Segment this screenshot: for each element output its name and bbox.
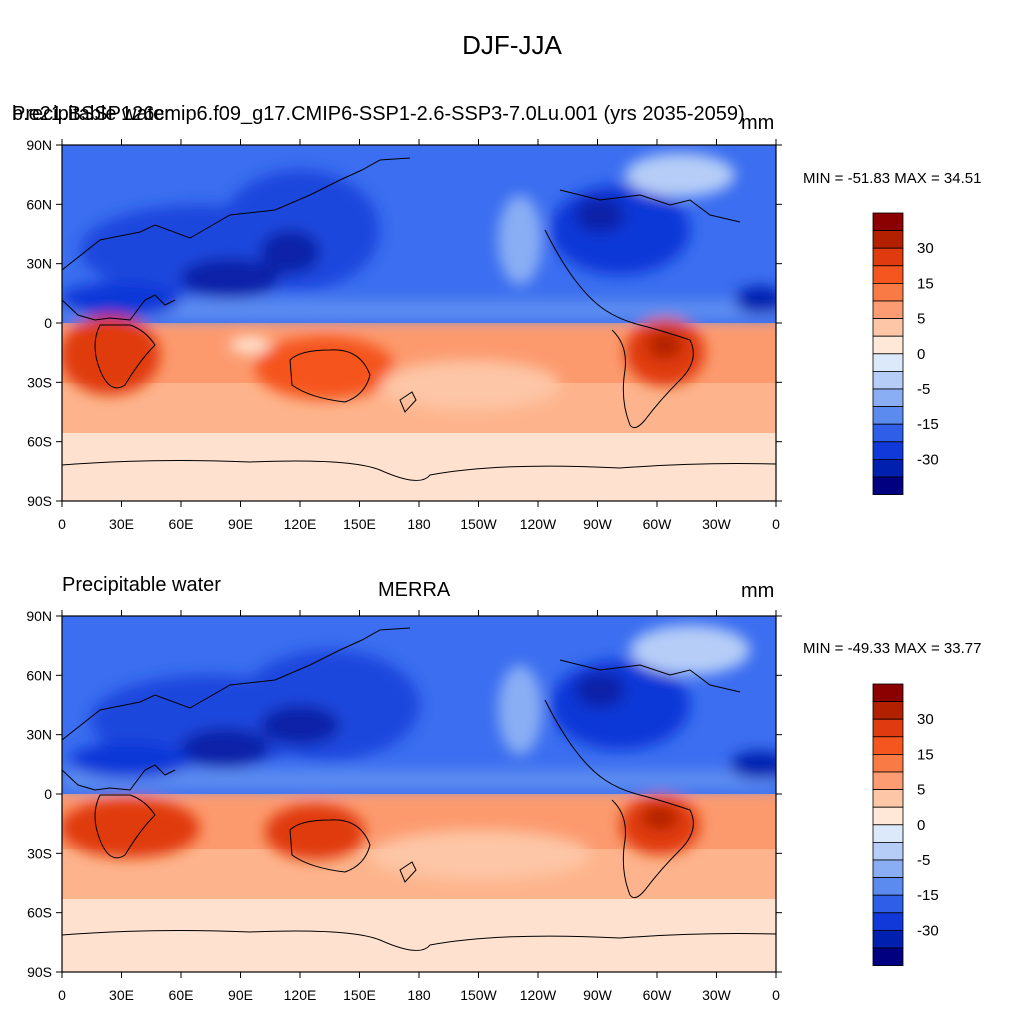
panel1-case-title: b.e21.BSSP126cmip6.f09_g17.CMIP6-SSP1-2.… bbox=[12, 103, 745, 125]
panel2-min-max: MIN = -49.33 MAX = 33.77 bbox=[803, 640, 982, 657]
panel1-colorbar-label: -5 bbox=[917, 381, 930, 398]
panel1-lat-tick-label: 30S bbox=[27, 374, 52, 390]
panel1-lat-tick-label: 60S bbox=[27, 434, 52, 450]
panel1-colorbar-box bbox=[872, 423, 904, 443]
panel1-colorbar-box bbox=[872, 406, 904, 425]
panel1-lat-tick-label: 90N bbox=[26, 137, 52, 153]
panel1-lon-tick-label: 120E bbox=[284, 516, 317, 532]
panel1-colorbar-box bbox=[872, 318, 904, 337]
panel2-variable-title: Precipitable water bbox=[62, 574, 221, 596]
panel1-lat-tick-label: 0 bbox=[44, 315, 52, 331]
panel1-coastlines bbox=[62, 157, 776, 481]
panel1-colorbar-box bbox=[872, 388, 904, 408]
panel1-lon-tick-label: 30E bbox=[109, 516, 134, 532]
panel1-lon-tick-label: 30W bbox=[702, 516, 732, 532]
panel1-colorbar-label: -15 bbox=[917, 416, 939, 433]
panel1-lon-tick-label: 150W bbox=[460, 516, 497, 532]
panel1-min-max: MIN = -51.83 MAX = 34.51 bbox=[803, 170, 982, 187]
panel1-colorbar-box bbox=[872, 282, 904, 302]
panel1-contour-field bbox=[62, 145, 776, 501]
panel1-colorbar-label: 15 bbox=[917, 275, 934, 292]
panel1-colorbar-box bbox=[872, 300, 904, 320]
panel1-lon-tick-label: 150E bbox=[343, 516, 376, 532]
panel2-case-title: MERRA bbox=[378, 579, 451, 601]
panel1-lat-tick-label: 90S bbox=[27, 493, 52, 509]
panel1-colorbar-label: 30 bbox=[917, 240, 934, 257]
panel1-colorbar-box bbox=[872, 265, 904, 284]
panel1-lon-tick-label: 90W bbox=[583, 516, 613, 532]
panel1-colorbar-label: 0 bbox=[917, 346, 925, 363]
panel1-colorbar-box bbox=[872, 441, 904, 460]
panel1-colorbar-box bbox=[872, 212, 904, 232]
panel1-colorbar-box bbox=[872, 458, 904, 478]
figure-title: DJF-JJA bbox=[462, 30, 562, 60]
panel1-colorbar-box bbox=[872, 353, 904, 372]
panel1-colorbar-label: -30 bbox=[917, 451, 939, 468]
panel1-lon-tick-label: 180 bbox=[407, 516, 431, 532]
panel1-colorbar-box bbox=[872, 476, 904, 496]
panel1-lon-tick-label: 120W bbox=[520, 516, 557, 532]
panel1-lat-tick-label: 60N bbox=[26, 196, 52, 212]
panel1-colorbar-box bbox=[872, 335, 904, 355]
panel1-lon-tick-label: 60E bbox=[169, 516, 194, 532]
panel1-lat-tick-label: 30N bbox=[26, 256, 52, 272]
panel1-lon-tick-label: 0 bbox=[58, 516, 66, 532]
panel1-colorbar-box bbox=[872, 370, 904, 390]
panel1-colorbar-box bbox=[872, 247, 904, 267]
panel1-lon-tick-label: 0 bbox=[772, 516, 780, 532]
panel1-colorbar-label: 5 bbox=[917, 311, 925, 328]
panel1-lon-tick-label: 90E bbox=[228, 516, 253, 532]
panel1-units: mm bbox=[741, 112, 775, 134]
panel1-lon-tick-label: 60W bbox=[643, 516, 673, 532]
panel1-colorbar-box bbox=[872, 230, 904, 249]
panel2-units: mm bbox=[741, 580, 775, 602]
panel1-variable-title: Precipitable water bbox=[12, 103, 171, 125]
